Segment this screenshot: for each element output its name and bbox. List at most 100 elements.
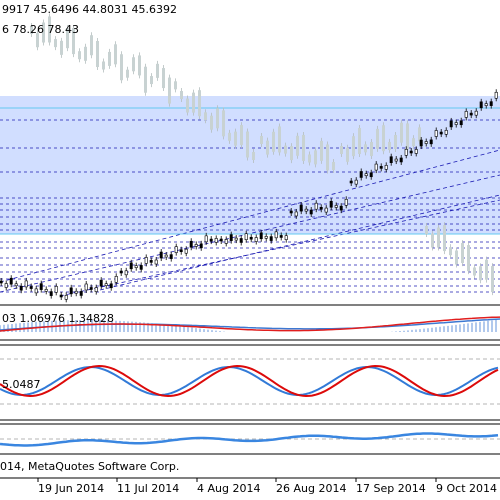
ghost-candle-body <box>340 146 343 154</box>
ghost-candle-body <box>42 22 45 43</box>
ghost-candle-body <box>90 35 93 56</box>
ghost-candle-body <box>228 132 231 141</box>
ghost-candle-body <box>234 131 237 146</box>
ghost-candle-body <box>473 267 476 276</box>
candle-body <box>434 130 438 137</box>
candle-body <box>474 110 478 116</box>
candle-body <box>244 233 248 241</box>
ghost-candle-body <box>126 69 129 78</box>
ghost-candle-body <box>216 108 219 129</box>
candle-body <box>144 257 148 264</box>
trend-line <box>0 149 500 283</box>
candle-body <box>64 295 68 300</box>
ghost-candle-body <box>48 16 51 43</box>
ghost-candle-body <box>358 127 361 154</box>
candle-body <box>439 131 443 135</box>
ghost-candle-body <box>204 112 207 121</box>
candle-body <box>179 249 183 253</box>
candle-body <box>239 238 243 243</box>
ghost-candle-body <box>479 266 482 281</box>
candle-body <box>294 211 298 217</box>
macd-panel[interactable]: 03 1.06976 1.34828 <box>0 312 500 332</box>
time-label-26-aug: 26 Aug 2014 <box>276 482 346 495</box>
candle-body <box>409 150 413 154</box>
ghost-candle-body <box>388 141 391 150</box>
macd-main-line <box>0 316 500 332</box>
bottom-indicator-panel[interactable] <box>0 432 500 447</box>
price-panel[interactable]: 9917 45.6496 44.8031 45.6392 6 78.26 78.… <box>0 0 500 305</box>
candle-body <box>399 157 403 163</box>
ghost-candle-body <box>418 127 421 142</box>
candle-body <box>174 246 178 253</box>
candle-body <box>44 289 48 292</box>
ghost-candle-body <box>114 44 117 65</box>
time-axis-ticks <box>37 478 437 482</box>
candle-body <box>419 139 423 147</box>
candle-body <box>134 265 138 268</box>
ghost-candle-body <box>60 40 63 55</box>
candle-body <box>19 285 23 291</box>
ghost-candle-body <box>467 245 470 272</box>
candle-body <box>154 259 158 265</box>
candle-body <box>354 179 358 185</box>
candle-body <box>389 156 393 164</box>
ghost-candle-body <box>346 147 349 162</box>
candle-body <box>34 288 38 294</box>
ghost-candle-body <box>66 28 69 49</box>
candle-body <box>0 280 3 284</box>
ghost-candle-body <box>150 76 153 85</box>
candle-body <box>129 262 133 270</box>
candle-body <box>254 237 258 242</box>
ghost-candle-body <box>491 266 494 293</box>
candle-body <box>469 112 473 116</box>
candles[interactable] <box>0 89 498 303</box>
candle-body <box>284 235 288 240</box>
candle-body <box>279 235 283 238</box>
candle-body <box>379 166 383 169</box>
stochastic-main-line <box>0 364 499 398</box>
candle-body <box>114 276 118 283</box>
ghost-candle-body <box>210 115 213 130</box>
ghost-candle-body <box>240 125 243 146</box>
macd-readout: 03 1.06976 1.34828 <box>2 312 114 325</box>
candle-body <box>269 236 273 241</box>
ghost-candle-body <box>332 161 335 170</box>
ghost-candles <box>30 13 494 296</box>
candle-body <box>194 244 198 247</box>
candle-body <box>214 238 218 243</box>
ghost-candle-body <box>455 250 458 265</box>
ghost-candle-body <box>174 81 177 90</box>
candle-body <box>414 149 418 154</box>
candle-body <box>209 238 213 242</box>
ghost-candle-body <box>72 28 75 55</box>
candle-body <box>104 283 108 286</box>
candle-body <box>384 165 388 170</box>
ghost-candle-body <box>132 57 135 72</box>
candle-body <box>109 283 113 289</box>
ghost-candle-body <box>370 142 373 157</box>
time-label-11-jul: 11 Jul 2014 <box>117 482 179 495</box>
ghost-candle-body <box>144 66 147 93</box>
ghost-candle-body <box>162 68 165 89</box>
ghost-candle-body <box>406 123 409 150</box>
candle-body <box>69 287 73 295</box>
ghost-candle-body <box>461 243 464 264</box>
candle-body <box>199 243 203 249</box>
ghost-candle-body <box>284 145 287 154</box>
candle-body <box>444 130 448 135</box>
candle-body <box>484 103 488 106</box>
ghost-candle-body <box>485 259 488 280</box>
ghost-candle-body <box>156 63 159 78</box>
candle-body <box>219 238 223 242</box>
stochastic-signal-line <box>0 365 499 397</box>
ghost-candle-body <box>84 46 87 61</box>
time-label-17-sep: 17 Sep 2014 <box>356 482 426 495</box>
candle-body <box>479 101 483 109</box>
ghost-candle-body <box>198 90 201 117</box>
ghost-candle-body <box>290 146 293 161</box>
candle-body <box>124 270 128 276</box>
ghost-candle-body <box>431 233 434 248</box>
candle-body <box>299 204 303 212</box>
stochastic-panel[interactable]: 5.0487 <box>0 358 500 405</box>
